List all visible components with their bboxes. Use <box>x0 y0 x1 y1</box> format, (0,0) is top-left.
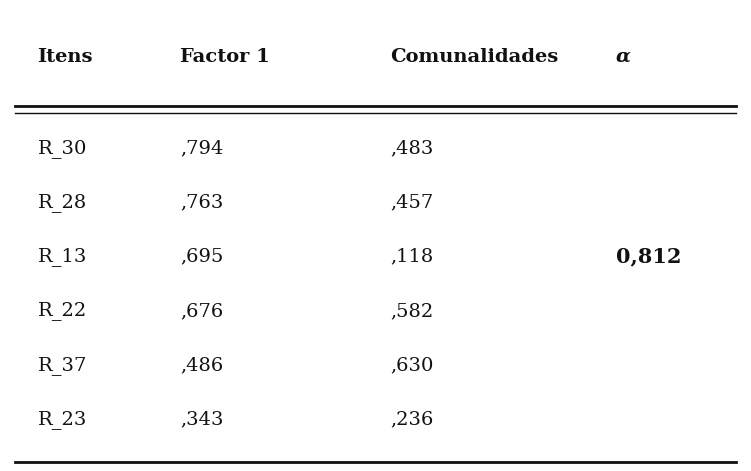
Text: ,676: ,676 <box>180 302 224 320</box>
Text: Comunalidades: Comunalidades <box>391 48 559 65</box>
Text: R_13: R_13 <box>38 247 87 266</box>
Text: R_22: R_22 <box>38 301 87 320</box>
Text: Factor 1: Factor 1 <box>180 48 270 65</box>
Text: ,794: ,794 <box>180 139 224 157</box>
Text: ,236: ,236 <box>391 410 434 428</box>
Text: ,486: ,486 <box>180 356 224 374</box>
Text: ,118: ,118 <box>391 248 434 266</box>
Text: ,483: ,483 <box>391 139 434 157</box>
Text: R_37: R_37 <box>38 356 87 374</box>
Text: ,582: ,582 <box>391 302 434 320</box>
Text: ,343: ,343 <box>180 410 224 428</box>
Text: R_23: R_23 <box>38 410 87 429</box>
Text: ,457: ,457 <box>391 194 434 211</box>
Text: ,630: ,630 <box>391 356 434 374</box>
Text: R_30: R_30 <box>38 139 87 158</box>
Text: α: α <box>616 48 631 65</box>
Text: ,695: ,695 <box>180 248 224 266</box>
Text: R_28: R_28 <box>38 193 87 212</box>
Text: 0,812: 0,812 <box>616 247 681 267</box>
Text: ,763: ,763 <box>180 194 224 211</box>
Text: Itens: Itens <box>38 48 93 65</box>
